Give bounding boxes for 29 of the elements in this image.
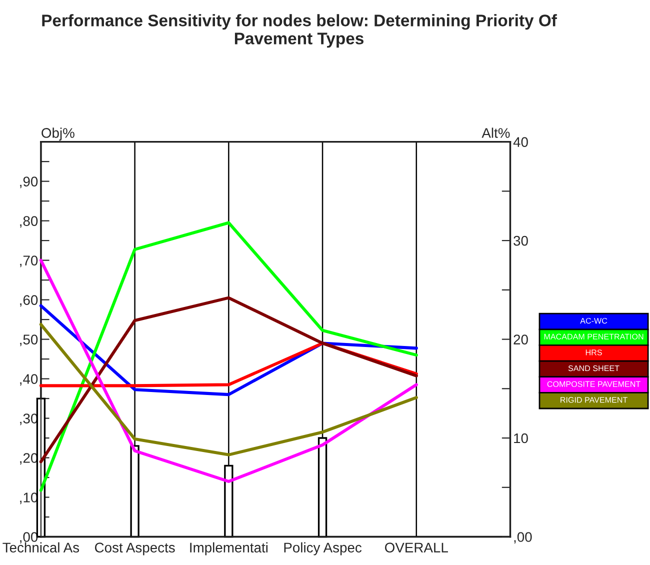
text: HRS (586, 350, 602, 356)
x-tick-label: Cost Aspects (94, 542, 175, 556)
y-tick-label: ,50 (20, 334, 38, 346)
line-series (39, 296, 418, 464)
y2-tick-label: 10 (514, 433, 528, 444)
y-tick-label: ,40 (20, 374, 38, 386)
line-series (39, 258, 418, 483)
line-series (39, 322, 418, 456)
y2-tick-label: 40 (513, 137, 528, 147)
y2-axis-title: Alt% (482, 128, 510, 138)
x-tick-label: Technical As (2, 542, 80, 553)
y2-tick-label: 30 (514, 236, 528, 246)
text: COMPOSITE PAVEMENT (547, 381, 640, 387)
y2-tick-label: 20 (514, 334, 528, 344)
text: SAND SHEET (568, 365, 620, 372)
line-series (39, 221, 418, 492)
text: RIGID PAVEMENT (560, 397, 628, 403)
y-axis-title: Obj% (42, 128, 74, 141)
y-tick-label: ,80 (20, 216, 38, 228)
text: MACADAM PENETRATION (544, 334, 644, 340)
y-tick-label: ,90 (20, 176, 38, 188)
x-tick-label: OVERALL (385, 542, 448, 553)
x-tick-label: Policy Aspec (284, 542, 362, 556)
x-tick-label: Implementati (190, 542, 268, 556)
y-tick-label: ,70 (20, 256, 38, 268)
text: AC-WC (580, 318, 608, 324)
y2-tick-label: ,00 (514, 532, 532, 544)
y-tick-label: ,60 (20, 295, 38, 307)
chart-title: Performance Sensitivity for nodes below: Determining Priority Of Pavement Types (42, 14, 557, 48)
